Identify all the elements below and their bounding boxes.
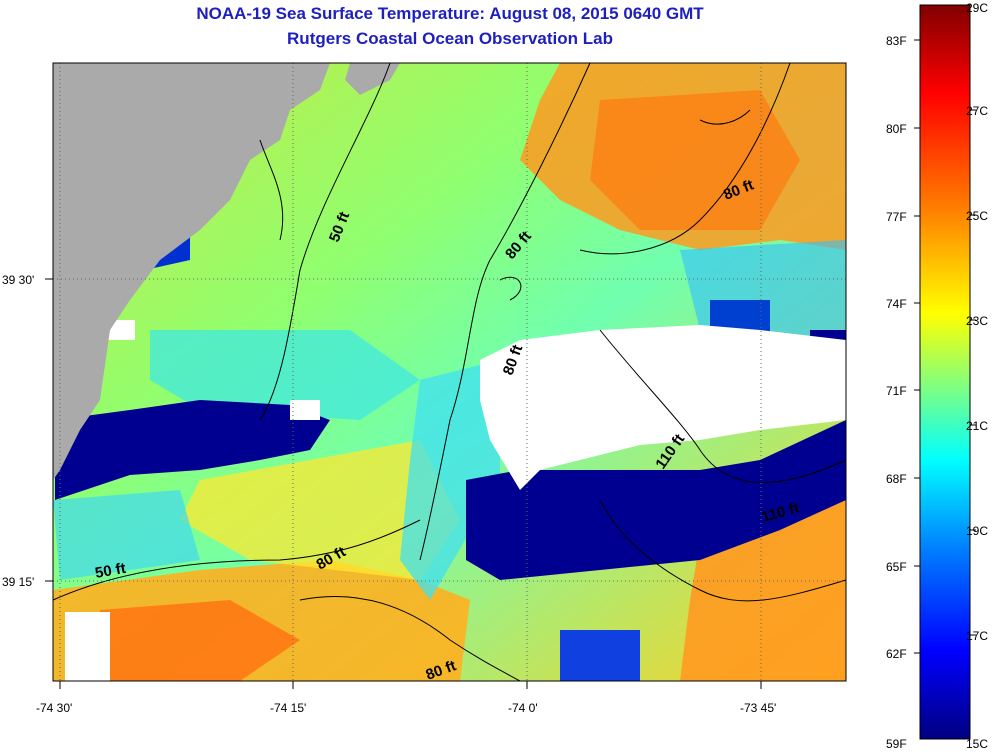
cold-region-south (560, 630, 640, 681)
y-tick-label: 39 30' (2, 273, 34, 287)
warm-core-sw (100, 600, 300, 681)
contour-blob-1 (699, 109, 751, 125)
sst-map: -74 30' -74 15' -74 0' -73 45' 39 30' 39… (2, 62, 847, 715)
colorbar-ramp (919, 4, 971, 740)
bathymetry-contours (52, 62, 847, 682)
x-tick-label: -74 15' (270, 701, 306, 715)
colorbar-ticks (914, 39, 976, 654)
x-tick-label: -74 30' (36, 701, 72, 715)
colorbar-f-label: 83F (886, 34, 907, 48)
colorbar-f-label: 59F (886, 737, 907, 751)
contour-80ft-center (419, 62, 591, 561)
colorbar-c-label: 15C (966, 737, 988, 751)
contour-80ft-ne (579, 62, 791, 255)
land-island (345, 63, 400, 95)
colorbar-c-label: 23C (966, 314, 988, 328)
x-tick-label: -73 45' (740, 701, 776, 715)
cold-region-center (466, 420, 846, 580)
colorbar-c-label: 19C (966, 524, 988, 538)
contour-50ft-north (259, 62, 391, 421)
colorbar-c-label: 17C (966, 629, 988, 643)
contour-coastal-1 (259, 139, 284, 241)
contour-110ft (599, 329, 847, 483)
land-new-jersey (53, 63, 330, 480)
map-subtitle: Rutgers Coastal Ocean Observation Lab (287, 29, 613, 48)
colorbar-f-label: 68F (886, 472, 907, 486)
no-data-region-center (480, 325, 846, 490)
contour-50ft-south (52, 519, 421, 601)
contour-80ft-south (299, 595, 521, 682)
contour-110ft-south (599, 499, 847, 602)
contour-label: 50 ft (94, 560, 127, 582)
contour-blob-2 (499, 276, 522, 301)
colorbar-f-label: 71F (886, 384, 907, 398)
colorbar-f-label: 77F (886, 210, 907, 224)
x-tick-label: -74 0' (508, 701, 538, 715)
cyan-region-sw (53, 490, 200, 580)
colorbar-f-label: 80F (886, 122, 907, 136)
map-frame (45, 62, 847, 689)
y-tick-label: 39 15' (2, 575, 34, 589)
colorbar-c-label: 25C (966, 209, 988, 223)
warm-core-ne (590, 90, 800, 230)
colorbar-f-label: 62F (886, 647, 907, 661)
cold-region-west (55, 400, 330, 500)
colorbar-c-label: 29C (966, 1, 988, 15)
cyan-region-west (150, 330, 420, 420)
colorbar-c-label: 27C (966, 104, 988, 118)
colorbar-f-label: 74F (886, 297, 907, 311)
colorbar-f-label: 65F (886, 560, 907, 574)
map-title: NOAA-19 Sea Surface Temperature: August … (196, 4, 704, 23)
temperature-colorbar: 83F 80F 77F 74F 71F 68F 65F 62F 59F 29C … (886, 1, 988, 751)
colorbar-c-label: 21C (966, 419, 988, 433)
gridlines (53, 63, 846, 681)
no-data-patch-west (290, 400, 320, 420)
no-data-patch-sw (65, 612, 110, 681)
map-border (52, 62, 847, 682)
yellow-band-mid (180, 440, 460, 580)
tick-marks (45, 278, 762, 689)
